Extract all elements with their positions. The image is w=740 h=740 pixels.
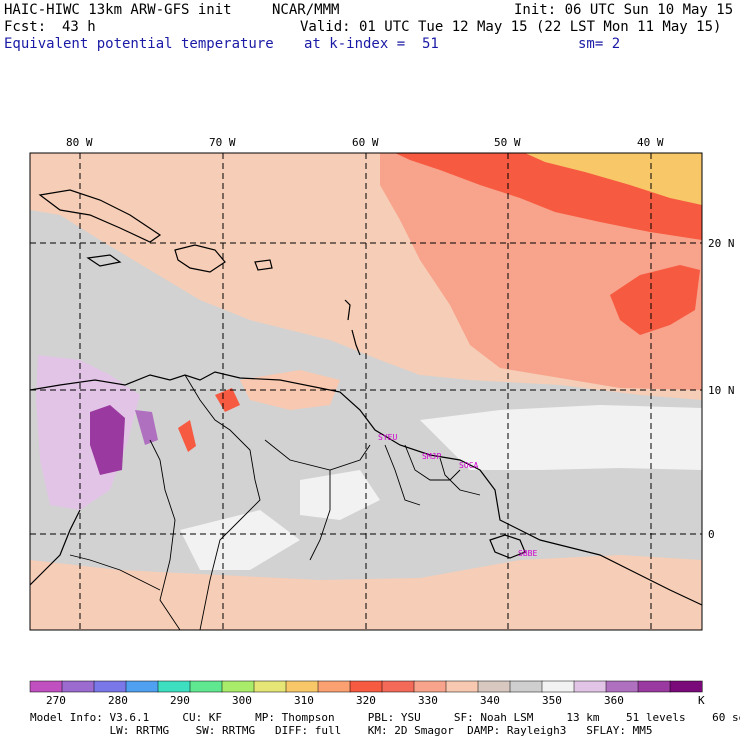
- colorbar-swatch: [317, 680, 351, 693]
- colorbar-swatch: [381, 680, 415, 693]
- station-smjp: SMJP: [422, 452, 441, 461]
- colorbar-label-300: 300: [232, 694, 252, 707]
- colorbar-label-290: 290: [170, 694, 190, 707]
- lon-label-70w: 70 W: [209, 136, 236, 149]
- colorbar-label-320: 320: [356, 694, 376, 707]
- colorbar-swatch: [61, 680, 95, 693]
- colorbar-label-340: 340: [480, 694, 500, 707]
- colorbar-swatch: [285, 680, 319, 693]
- colorbar-swatch: [221, 680, 255, 693]
- lat-label-0: 0: [708, 528, 715, 541]
- colorbar-swatch: [445, 680, 479, 693]
- lat-label-20n: 20 N: [708, 237, 735, 250]
- lat-label-10n: 10 N: [708, 384, 735, 397]
- smoothing-label: sm= 2: [578, 36, 621, 52]
- colorbar-label-330: 330: [418, 694, 438, 707]
- valid-time: Valid: 01 UTC Tue 12 May 15 (22 LST Mon …: [300, 19, 722, 35]
- colorbar-swatch: [637, 680, 671, 693]
- station-soca: SOCA: [459, 461, 478, 470]
- colorbar-swatch: [413, 680, 447, 693]
- colorbar-swatch: [509, 680, 543, 693]
- stations: SYEU SMJP SOCA SBBE: [378, 433, 537, 558]
- lon-label-80w: 80 W: [66, 136, 93, 149]
- colorbar-swatch: [189, 680, 223, 693]
- colorbar-swatch: [157, 680, 191, 693]
- colorbar-swatch: [29, 680, 63, 693]
- colorbar-swatch: [477, 680, 511, 693]
- colorbar-label-360: 360: [604, 694, 624, 707]
- model-title: HAIC-HIWC 13km ARW-GFS init: [4, 2, 232, 18]
- level-index: at k-index = 51: [304, 36, 439, 52]
- station-sbbe: SBBE: [518, 549, 537, 558]
- coastlines: [30, 189, 702, 606]
- colorbar-swatch: [93, 680, 127, 693]
- colorbar-labels: 270 280 290 300 310 320 330 340 350 360 …: [46, 694, 705, 707]
- map-frame: [29, 152, 703, 631]
- forecast-label: Fcst:: [4, 19, 47, 35]
- lon-label-60w: 60 W: [352, 136, 379, 149]
- lat-labels: 20 N 10 N 0: [708, 237, 735, 541]
- lon-labels: 80 W 70 W 60 W 50 W 40 W: [66, 136, 664, 149]
- colorbar-swatch: [349, 680, 383, 693]
- lon-label-40w: 40 W: [637, 136, 664, 149]
- field-name: Equivalent potential temperature: [4, 36, 274, 52]
- lat-lon-grid: [30, 153, 702, 630]
- forecast-hours: 43 h: [62, 19, 96, 35]
- colorbar-swatch: [125, 680, 159, 693]
- colorbar-label-unit: K: [698, 694, 705, 707]
- lon-label-50w: 50 W: [494, 136, 521, 149]
- model-info-line1: Model Info: V3.6.1 CU: KF MP: Thompson P…: [30, 711, 740, 724]
- init-time: Init: 06 UTC Sun 10 May 15: [514, 2, 734, 18]
- colorbar-label-280: 280: [108, 694, 128, 707]
- colorbar-label-310: 310: [294, 694, 314, 707]
- model-info-line2: LW: RRTMG SW: RRTMG DIFF: full KM: 2D Sm…: [30, 724, 653, 737]
- org-label: NCAR/MMM: [272, 2, 340, 18]
- colorbar-swatch: [669, 680, 703, 693]
- colorbar-swatch: [605, 680, 639, 693]
- station-syeu: SYEU: [378, 433, 397, 442]
- theta-e-field: [30, 153, 702, 630]
- colorbar-label-270: 270: [46, 694, 66, 707]
- colorbar-swatch: [541, 680, 575, 693]
- colorbar-swatch: [253, 680, 287, 693]
- colorbar: [29, 680, 703, 693]
- colorbar-swatch: [573, 680, 607, 693]
- colorbar-label-350: 350: [542, 694, 562, 707]
